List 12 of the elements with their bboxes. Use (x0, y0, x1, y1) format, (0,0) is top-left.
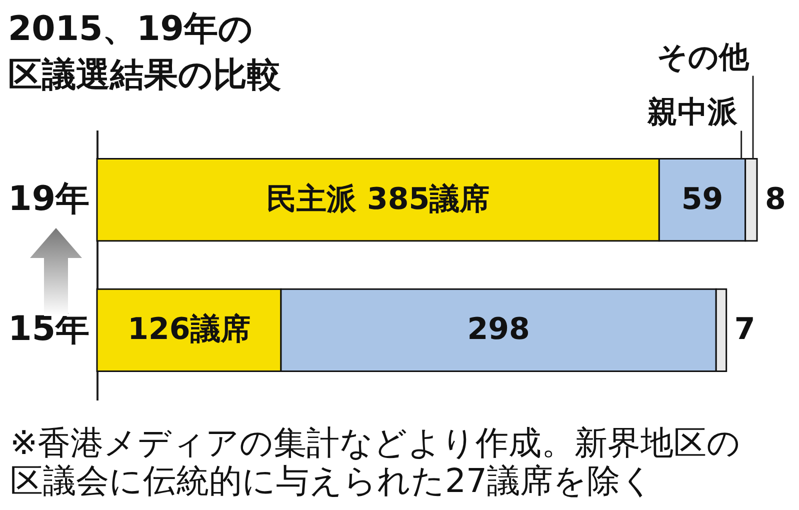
data-label: 298 (467, 312, 530, 348)
y-tick-label: 15年 (8, 309, 90, 350)
data-label: 126議席 (128, 312, 250, 348)
data-label: 59 (681, 182, 724, 217)
chart-title: 2015、19年の区議選結果の比較 (8, 8, 282, 97)
data-label: 8 (765, 182, 786, 217)
text: ※香港メディアの集計などより作成。新界地区の区議会に伝統的に与えられた27議席を除く (10, 423, 742, 500)
text: その他 (657, 40, 750, 75)
y-tick-label: 19年 (8, 178, 90, 219)
data-label: 民主派 385議席 (266, 182, 490, 217)
data-label: 7 (734, 312, 756, 348)
series-label: 親中派 (646, 94, 738, 130)
